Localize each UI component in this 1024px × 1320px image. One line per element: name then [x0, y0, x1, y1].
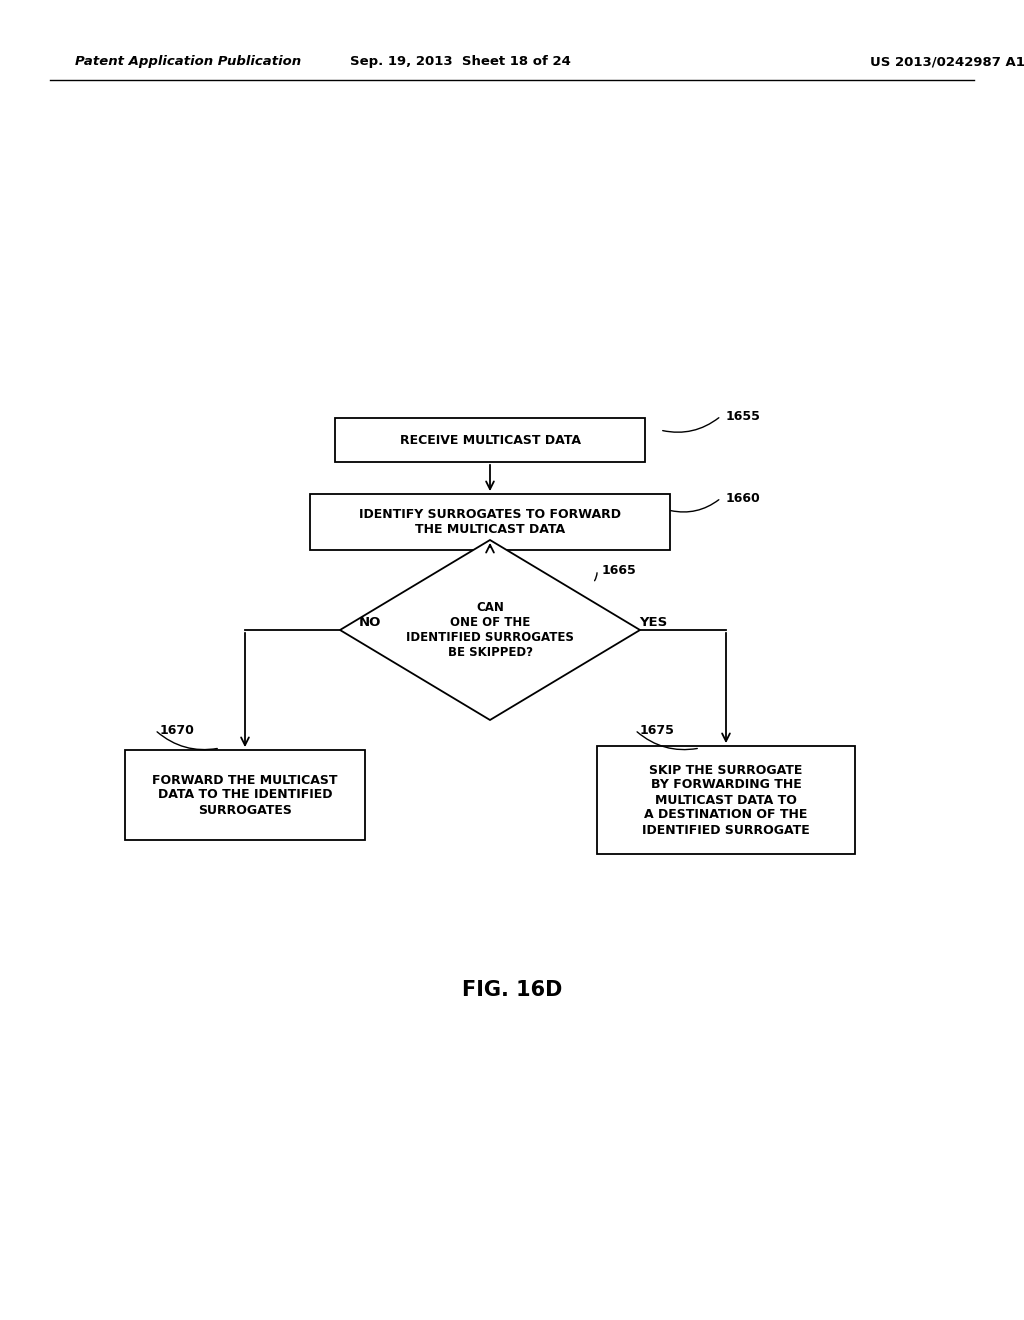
Bar [310, 494, 670, 550]
Text: FIG. 16D: FIG. 16D [462, 979, 562, 1001]
Text: CAN
ONE OF THE
IDENTIFIED SURROGATES
BE SKIPPED?: CAN ONE OF THE IDENTIFIED SURROGATES BE … [407, 601, 573, 659]
Bar [597, 746, 855, 854]
Text: 1670: 1670 [160, 723, 195, 737]
Polygon shape [340, 540, 640, 719]
Bar [335, 418, 645, 462]
Text: Patent Application Publication: Patent Application Publication [75, 55, 301, 69]
Text: RECEIVE MULTICAST DATA: RECEIVE MULTICAST DATA [399, 433, 581, 446]
Text: 1665: 1665 [602, 564, 637, 577]
Text: Sep. 19, 2013  Sheet 18 of 24: Sep. 19, 2013 Sheet 18 of 24 [349, 55, 570, 69]
Text: NO: NO [358, 615, 381, 628]
Text: YES: YES [639, 615, 667, 628]
Text: SKIP THE SURROGATE
BY FORWARDING THE
MULTICAST DATA TO
A DESTINATION OF THE
IDEN: SKIP THE SURROGATE BY FORWARDING THE MUL… [642, 763, 810, 837]
Text: 1660: 1660 [726, 491, 761, 504]
Text: US 2013/0242987 A1: US 2013/0242987 A1 [870, 55, 1024, 69]
Text: FORWARD THE MULTICAST
DATA TO THE IDENTIFIED
SURROGATES: FORWARD THE MULTICAST DATA TO THE IDENTI… [153, 774, 338, 817]
Text: 1655: 1655 [726, 409, 761, 422]
Text: IDENTIFY SURROGATES TO FORWARD
THE MULTICAST DATA: IDENTIFY SURROGATES TO FORWARD THE MULTI… [359, 508, 621, 536]
Bar [125, 750, 365, 840]
Text: 1675: 1675 [640, 723, 675, 737]
